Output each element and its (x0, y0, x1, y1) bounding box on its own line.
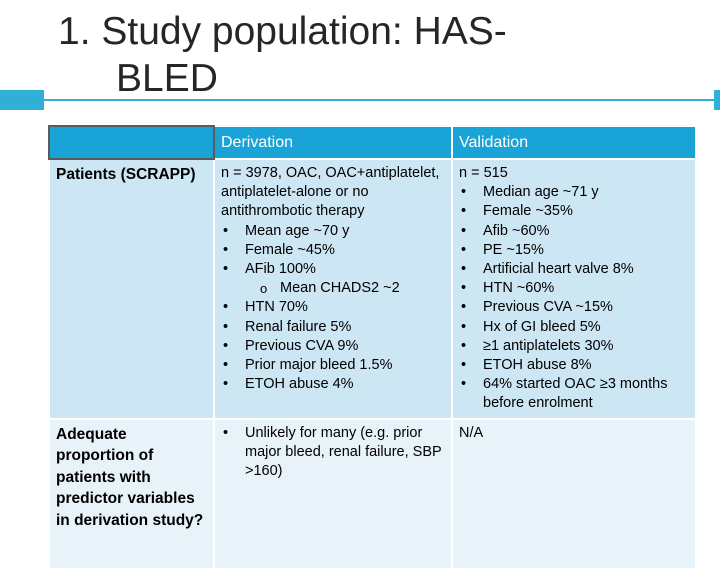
list-item: Artificial heart valve 8% (459, 260, 689, 279)
list-item: Prior major bleed 1.5% (221, 356, 445, 375)
list-item: ETOH abuse 4% (221, 375, 445, 394)
list-item: HTN 70% (221, 298, 445, 317)
cell-derivation-patients: n = 3978, OAC, OAC+antiplatelet, antipla… (213, 158, 453, 420)
cell-validation-adequate: N/A (451, 417, 697, 570)
cell-derivation-adequate: Unlikely for many (e.g. prior major blee… (213, 417, 453, 570)
header-derivation: Derivation (213, 125, 453, 160)
derivation-sub-bullets: Mean CHADS2 ~2 (221, 279, 445, 298)
list-item: Afib ~60% (459, 222, 689, 241)
list-item: Female ~35% (459, 202, 689, 221)
list-item: AFib 100% (221, 260, 445, 279)
list-item: Mean age ~70 y (221, 222, 445, 241)
derivation-bullets-a: Mean age ~70 y Female ~45% AFib 100% (221, 222, 445, 280)
table-row: Adequate proportion of patients with pre… (48, 417, 697, 570)
list-item: Median age ~71 y (459, 183, 689, 202)
accent-square (0, 90, 47, 110)
derivation-bullets-b: HTN 70% Renal failure 5% Previous CVA 9%… (221, 298, 445, 394)
derivation-adequate-bullets: Unlikely for many (e.g. prior major blee… (221, 424, 445, 482)
list-item: Previous CVA ~15% (459, 298, 689, 317)
validation-bullets: Median age ~71 y Female ~35% Afib ~60% P… (459, 183, 689, 413)
list-item: Hx of GI bleed 5% (459, 318, 689, 337)
derivation-intro: n = 3978, OAC, OAC+antiplatelet, antipla… (221, 165, 440, 220)
study-population-table: Derivation Validation Patients (SCRAPP) … (48, 125, 697, 570)
list-item: Female ~45% (221, 241, 445, 260)
list-item: 64% started OAC ≥3 months before enrolme… (459, 375, 689, 413)
list-item: Mean CHADS2 ~2 (221, 279, 445, 298)
slide-title: 1. Study population: HAS- BLED (58, 8, 658, 102)
list-item: PE ~15% (459, 241, 689, 260)
list-item: HTN ~60% (459, 279, 689, 298)
table-header-row: Derivation Validation (48, 125, 697, 160)
list-item: Renal failure 5% (221, 318, 445, 337)
cell-validation-patients: n = 515 Median age ~71 y Female ~35% Afi… (451, 158, 697, 420)
header-corner-cell (48, 125, 215, 160)
header-validation: Validation (451, 125, 697, 160)
row-label-patients: Patients (SCRAPP) (48, 158, 215, 420)
accent-divider (44, 99, 720, 101)
title-line-1: 1. Study population: HAS- (58, 10, 507, 53)
row-label-adequate-proportion: Adequate proportion of patients with pre… (48, 417, 215, 570)
table-row: Patients (SCRAPP) n = 3978, OAC, OAC+ant… (48, 158, 697, 420)
list-item: Previous CVA 9% (221, 337, 445, 356)
title-line-2: BLED (116, 57, 218, 100)
list-item: ETOH abuse 8% (459, 356, 689, 375)
list-item: ≥1 antiplatelets 30% (459, 337, 689, 356)
accent-right-marker (714, 90, 720, 110)
validation-intro: n = 515 (459, 165, 508, 181)
list-item: Unlikely for many (e.g. prior major blee… (221, 424, 445, 482)
